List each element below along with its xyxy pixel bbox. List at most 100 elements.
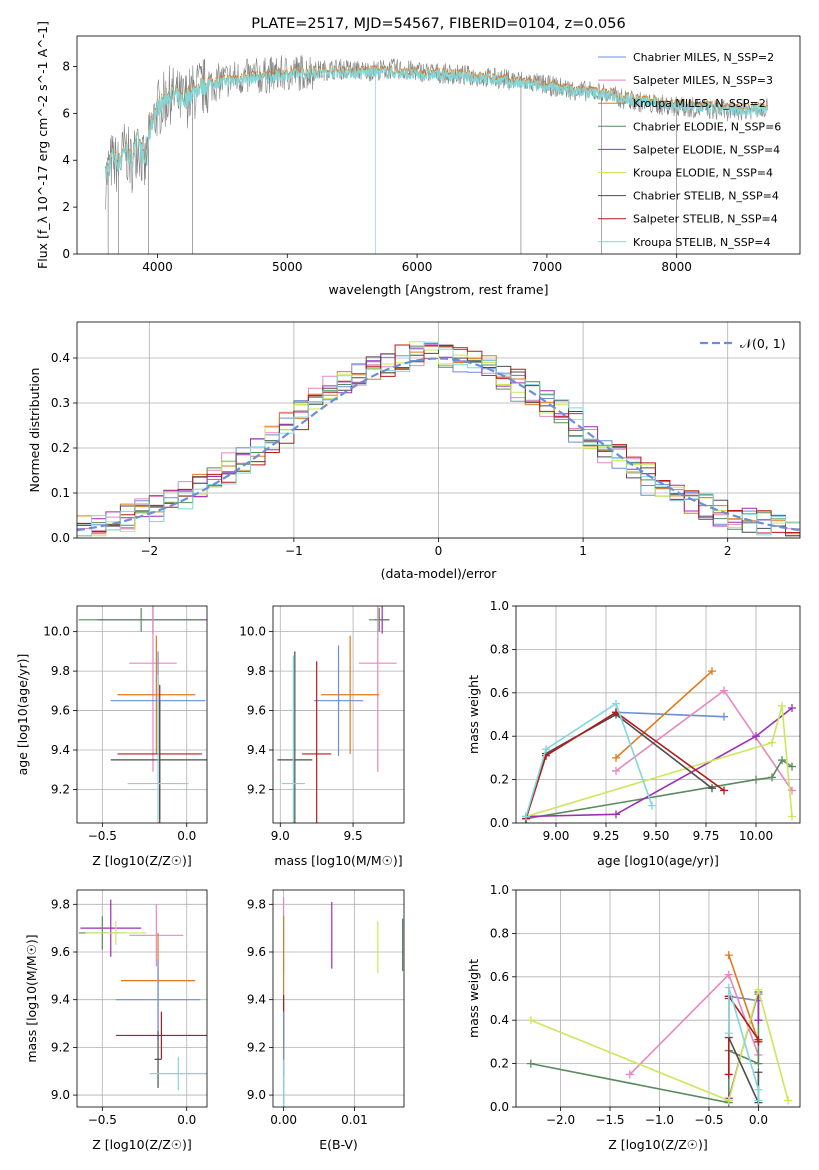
x-tick-label: 9.00 <box>543 829 570 843</box>
y-tick-label: 0.2 <box>490 1057 509 1071</box>
mass-weight-marker <box>708 784 716 793</box>
mass-weight-marker <box>768 773 776 782</box>
y-axis-label: mass weight <box>466 959 481 1038</box>
mass-weight-marker <box>720 712 728 721</box>
mass-weight-marker <box>788 703 796 712</box>
mass-weight-line <box>530 986 789 1102</box>
y-tick-label: 9.0 <box>51 1088 70 1102</box>
axes-frame <box>515 889 801 1108</box>
axes-frame <box>76 35 801 255</box>
x-tick-label: 9.5 <box>344 829 363 843</box>
y-tick-label: 0.8 <box>490 926 509 940</box>
panel-3: 9.0 9.5 9.2 9.4 9.6 9.8 10.0 mass [log10(M/M☉)] <box>239 605 405 868</box>
y-tick-label: 9.6 <box>247 704 266 718</box>
mass-weight-marker <box>542 745 550 754</box>
legend-label: 𝒩(0, 1) <box>740 336 786 351</box>
axes-frame <box>515 605 801 824</box>
y-tick-label: 8 <box>62 59 70 73</box>
y-tick-label: 4 <box>62 153 70 167</box>
y-tick-label: 1.0 <box>490 599 509 613</box>
mass-weight-marker <box>724 951 733 960</box>
x-tick-label: 9.0 <box>271 829 290 843</box>
x-tick-label: −0.5 <box>88 1113 117 1127</box>
mass-weight-marker <box>768 738 776 747</box>
legend-label: Kroupa ELODIE, N_SSP=4 <box>633 167 773 180</box>
x-tick-label: 9.25 <box>593 829 620 843</box>
x-tick-label: 0.00 <box>270 1113 297 1127</box>
y-tick-label: 0.4 <box>490 729 509 743</box>
y-tick-label: 9.2 <box>247 1040 266 1054</box>
y-tick-label: 9.6 <box>51 704 70 718</box>
axes-frame <box>76 605 208 824</box>
y-tick-label: 2 <box>62 200 70 214</box>
panel-6: 0.00 0.01 9.0 9.2 9.4 9.6 9.8 E(B-V) <box>247 889 405 1152</box>
y-tick-label: 9.8 <box>51 897 70 911</box>
normal-curve <box>77 357 800 532</box>
mass-weight-line <box>615 670 713 759</box>
y-tick-label: 0 <box>62 247 70 261</box>
x-axis-label: age [log10(age/yr)] <box>597 853 719 868</box>
mass-weight-marker <box>612 699 620 708</box>
mass-weight-marker <box>648 801 656 810</box>
y-tick-label: 0.1 <box>51 486 70 500</box>
y-tick-label: 0.0 <box>490 1100 509 1114</box>
y-tick-label: 0.3 <box>51 396 70 410</box>
x-tick-label: 10.00 <box>739 829 773 843</box>
panel-2: −0.5 0.0 9.2 9.4 9.6 9.8 10.0 Z [log10(Z/Z☉)] ag… <box>15 605 208 868</box>
y-tick-label: 0.0 <box>51 531 70 545</box>
y-tick-label: 0.4 <box>51 351 70 365</box>
mass-weight-line <box>530 994 760 1104</box>
x-tick-label: 7000 <box>532 260 563 274</box>
x-tick-label: 0.01 <box>341 1113 368 1127</box>
mass-weight-marker <box>724 1096 733 1105</box>
mass-weight-marker <box>754 1059 763 1068</box>
y-tick-label: 9.8 <box>51 664 70 678</box>
y-tick-label: 10.0 <box>43 625 70 639</box>
plot-area <box>105 55 768 254</box>
mass-weight-line <box>525 702 653 817</box>
y-tick-label: 1.0 <box>490 883 509 897</box>
panel-4: 9.00 9.25 9.50 9.75 10.00 0.0 0.2 0.4 0.6 0.8 1.0 a… <box>466 599 801 868</box>
x-tick-label: 4000 <box>142 260 173 274</box>
x-tick-label: 0.0 <box>177 1113 196 1127</box>
axes-frame <box>76 321 801 539</box>
x-tick-label: 0 <box>435 544 443 558</box>
histogram-step <box>77 341 800 537</box>
mass-weight-marker <box>708 667 716 676</box>
y-tick-label: 6 <box>62 106 70 120</box>
x-axis-label: Z [log10(Z/Z☉)] <box>92 853 192 868</box>
y-tick-label: 9.4 <box>247 993 266 1007</box>
mass-weight-marker <box>625 1070 634 1079</box>
mass-weight-marker <box>724 1070 733 1079</box>
mass-weight-marker <box>522 812 530 821</box>
legend-label: Salpeter MILES, N_SSP=3 <box>633 74 773 87</box>
x-tick-label: −2 <box>140 544 158 558</box>
mass-weight-marker <box>752 732 760 741</box>
mass-weight-marker <box>754 1096 763 1105</box>
mass-weight-marker <box>778 701 786 710</box>
y-tick-label: 9.4 <box>247 743 266 757</box>
y-axis-label: mass [log10(M/M☉)] <box>24 934 39 1062</box>
mass-weight-marker <box>752 775 760 784</box>
y-tick-label: 9.8 <box>247 897 266 911</box>
x-axis-label: Z [log10(Z/Z☉)] <box>608 1137 708 1152</box>
legend-label: Salpeter ELODIE, N_SSP=4 <box>633 143 780 156</box>
x-axis-label: wavelength [Angstrom, rest frame] <box>328 282 548 297</box>
y-tick-label: 0.6 <box>490 970 509 984</box>
y-tick-label: 9.4 <box>51 993 70 1007</box>
y-tick-label: 0.0 <box>490 816 509 830</box>
mass-weight-line <box>615 711 725 718</box>
mass-weight-marker <box>788 812 796 821</box>
x-axis-label: E(B-V) <box>319 1137 358 1152</box>
y-axis-label: Flux [f_λ 10^-17 erg cm^-2 s^-1 A^-1] <box>35 21 50 269</box>
model-spectrum-kroupa-stelib <box>105 66 768 180</box>
y-tick-label: 9.8 <box>247 664 266 678</box>
plot-area <box>78 899 207 1091</box>
mass-weight-marker <box>720 686 728 695</box>
x-tick-label: 0.0 <box>749 1113 768 1127</box>
y-tick-label: 10.0 <box>239 625 266 639</box>
mass-weight-marker <box>724 970 733 979</box>
panel-1: −2 −1 0 1 2 0.0 0.1 0.2 0.3 0.4 (data-model)/error… <box>27 321 801 581</box>
x-tick-label: −1 <box>285 544 303 558</box>
